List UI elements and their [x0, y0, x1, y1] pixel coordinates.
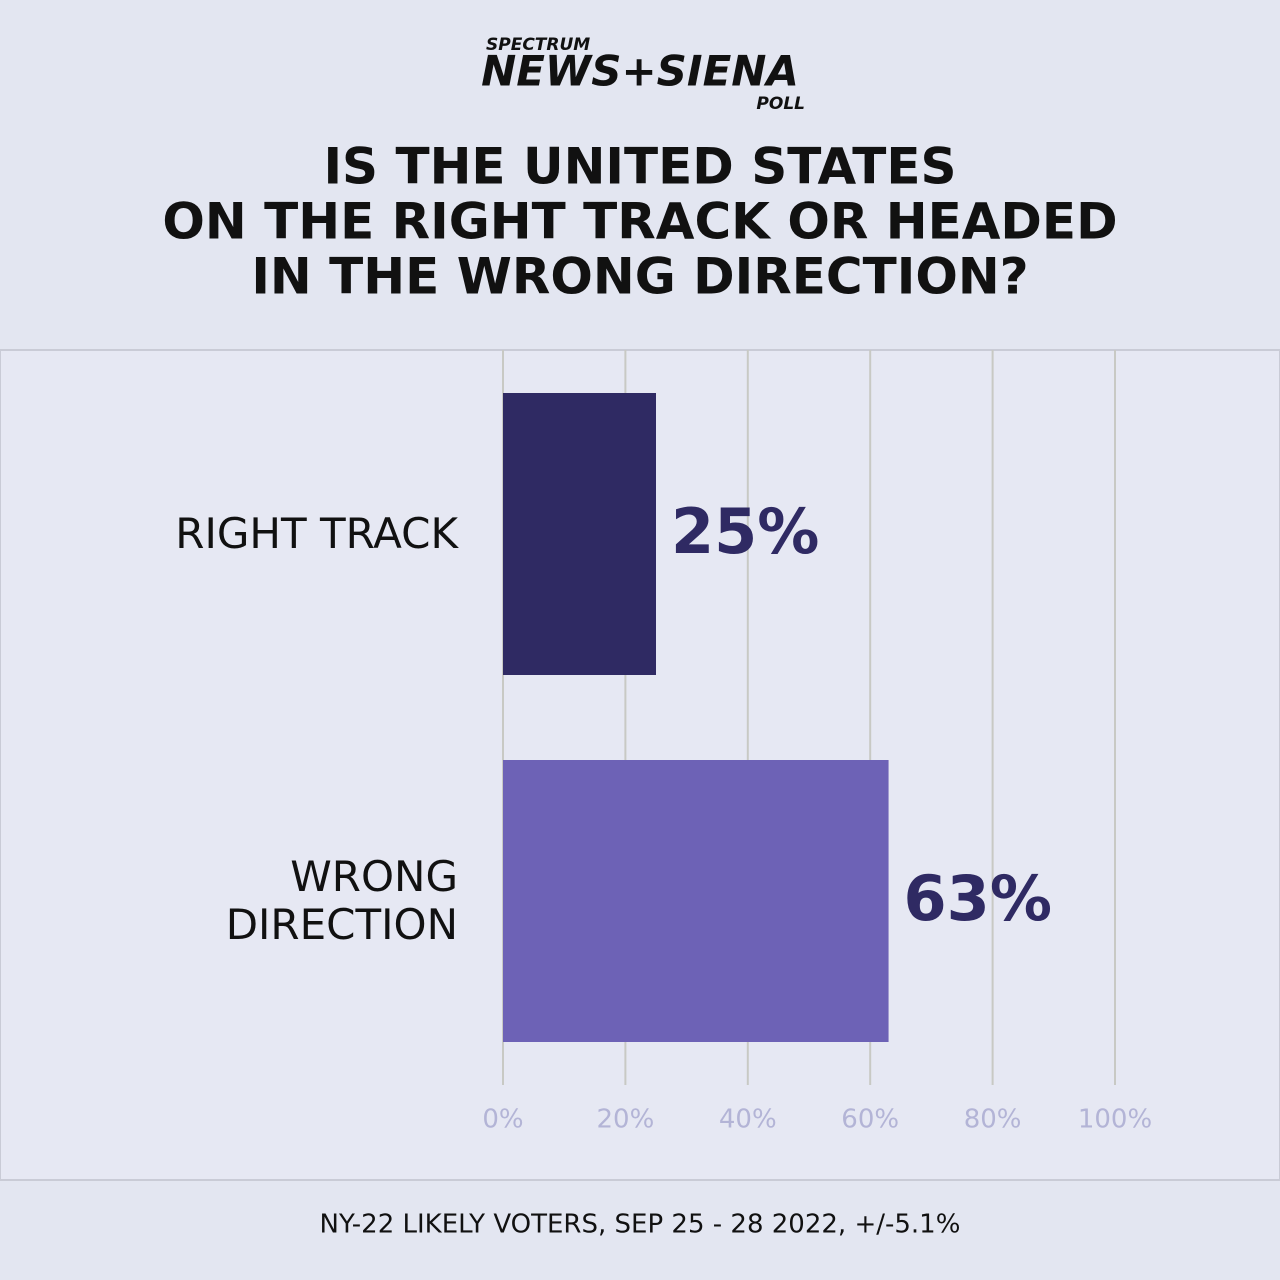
x-tick-label: 100% [1078, 1105, 1152, 1135]
logo-main: NEWS+SIENA [481, 47, 799, 96]
chart-title: IN THE WRONG DIRECTION? [251, 248, 1028, 306]
x-tick-label: 60% [841, 1105, 899, 1135]
chart-title: ON THE RIGHT TRACK OR HEADED [162, 193, 1117, 251]
x-tick-label: 0% [482, 1105, 523, 1135]
x-tick-label: 20% [597, 1105, 655, 1135]
bar [503, 393, 656, 675]
value-label: 25% [671, 495, 819, 568]
category-label: WRONG DIRECTION [225, 852, 458, 949]
x-tick-label: 80% [964, 1105, 1022, 1135]
value-label: 63% [904, 862, 1052, 935]
x-tick-label: 40% [719, 1105, 777, 1135]
bar [503, 760, 889, 1042]
logo-top: SPECTRUM [486, 35, 590, 55]
chart-title: IS THE UNITED STATES [323, 138, 956, 196]
logo-bottom: POLL [756, 94, 805, 114]
category-label: RIGHT TRACK [175, 509, 458, 558]
footnote: NY-22 LIKELY VOTERS, SEP 25 - 28 2022, +… [320, 1210, 961, 1240]
